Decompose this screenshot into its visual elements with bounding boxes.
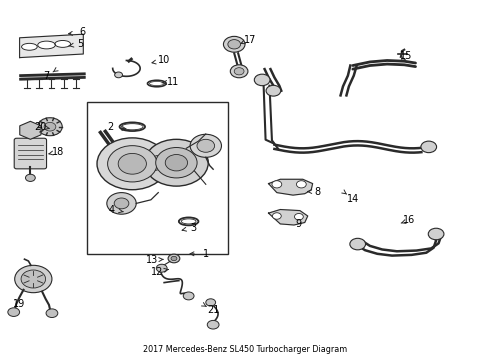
- Polygon shape: [269, 179, 313, 195]
- Circle shape: [272, 213, 281, 219]
- Circle shape: [107, 193, 136, 214]
- Circle shape: [350, 238, 366, 250]
- Ellipse shape: [55, 40, 71, 48]
- Circle shape: [254, 74, 270, 86]
- Text: 2: 2: [107, 122, 113, 132]
- FancyBboxPatch shape: [14, 138, 47, 169]
- Text: 9: 9: [296, 219, 302, 229]
- Text: 12: 12: [150, 267, 163, 277]
- Circle shape: [428, 228, 444, 240]
- Circle shape: [145, 139, 208, 186]
- Text: 1: 1: [203, 249, 209, 259]
- Polygon shape: [269, 210, 308, 225]
- Circle shape: [206, 299, 216, 306]
- Circle shape: [296, 181, 306, 188]
- Text: 2017 Mercedes-Benz SL450 Turbocharger Diagram: 2017 Mercedes-Benz SL450 Turbocharger Di…: [143, 345, 347, 354]
- Circle shape: [266, 85, 281, 96]
- Text: 16: 16: [403, 215, 415, 225]
- Circle shape: [228, 40, 241, 49]
- Circle shape: [114, 198, 129, 209]
- Text: 15: 15: [399, 51, 412, 61]
- Text: 5: 5: [77, 39, 83, 49]
- Circle shape: [156, 148, 197, 178]
- Text: 11: 11: [167, 77, 179, 87]
- Text: 14: 14: [346, 194, 359, 204]
- Text: 18: 18: [51, 147, 64, 157]
- Text: 7: 7: [44, 71, 49, 81]
- Bar: [87, 102, 228, 254]
- Circle shape: [171, 256, 177, 261]
- Circle shape: [115, 72, 122, 78]
- Circle shape: [97, 138, 168, 190]
- Text: 4: 4: [109, 204, 115, 215]
- Circle shape: [168, 254, 180, 263]
- Circle shape: [230, 65, 248, 78]
- Ellipse shape: [22, 43, 37, 50]
- Circle shape: [272, 181, 282, 188]
- Text: 6: 6: [79, 27, 85, 37]
- Text: 8: 8: [315, 186, 320, 197]
- Circle shape: [38, 118, 62, 136]
- Circle shape: [46, 309, 58, 318]
- Circle shape: [25, 174, 35, 181]
- Text: 21: 21: [207, 305, 220, 315]
- Circle shape: [8, 308, 20, 316]
- Text: 10: 10: [158, 55, 171, 66]
- Circle shape: [190, 134, 221, 157]
- Text: 19: 19: [13, 299, 24, 309]
- Circle shape: [118, 153, 147, 174]
- Circle shape: [197, 139, 215, 152]
- Text: 13: 13: [146, 255, 158, 265]
- Circle shape: [165, 154, 188, 171]
- Circle shape: [207, 320, 219, 329]
- Circle shape: [294, 213, 303, 220]
- Circle shape: [421, 141, 437, 153]
- Text: 3: 3: [191, 222, 196, 233]
- Text: 20: 20: [34, 122, 47, 132]
- Circle shape: [223, 36, 245, 52]
- Circle shape: [44, 122, 56, 131]
- Circle shape: [108, 146, 157, 182]
- Ellipse shape: [38, 41, 55, 49]
- Polygon shape: [20, 34, 83, 58]
- Circle shape: [156, 264, 167, 272]
- Circle shape: [234, 68, 244, 75]
- Circle shape: [183, 292, 194, 300]
- Circle shape: [15, 265, 52, 293]
- Text: 17: 17: [244, 35, 256, 45]
- Circle shape: [21, 270, 46, 288]
